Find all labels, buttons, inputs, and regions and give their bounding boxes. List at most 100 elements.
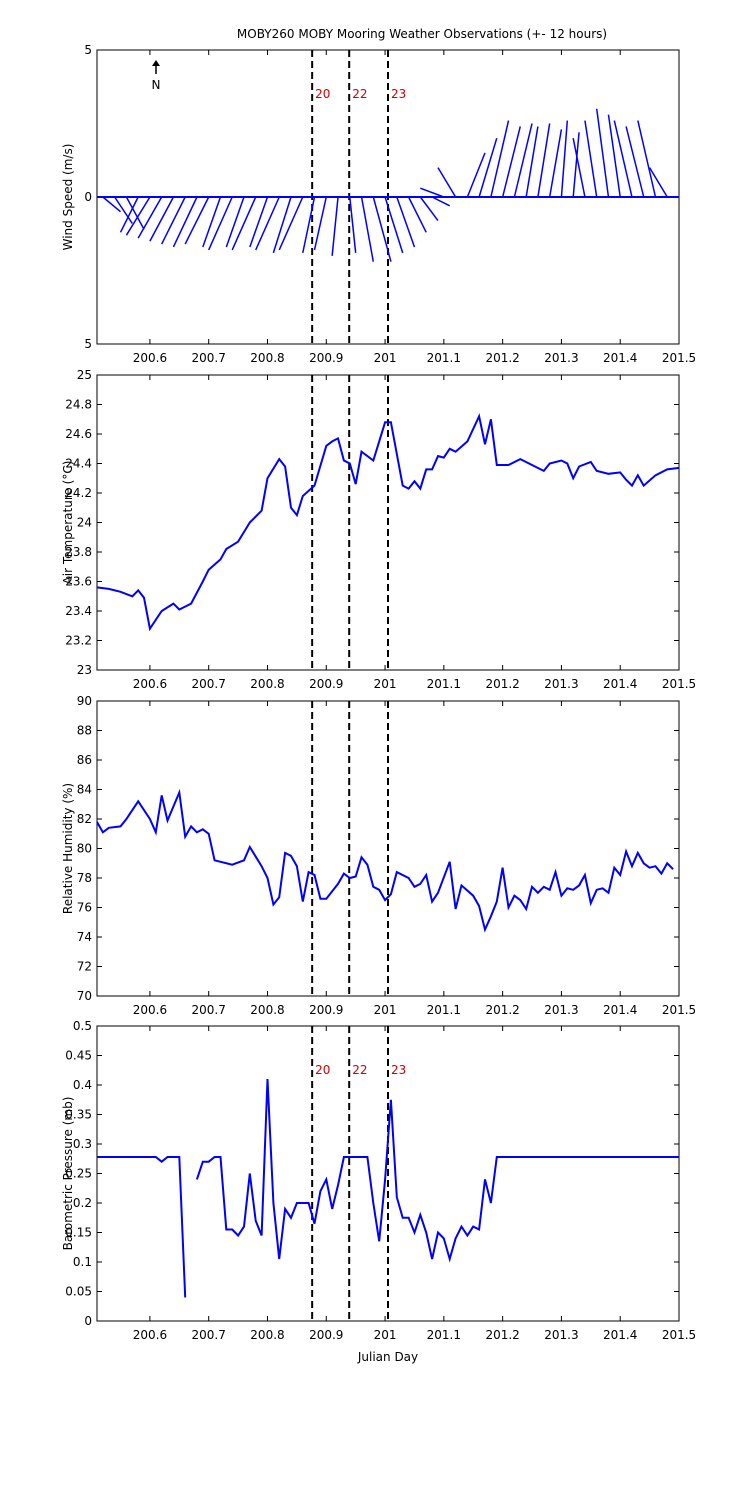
x-tick-label: 201.3 bbox=[544, 1003, 578, 1017]
y-tick-label: 24.6 bbox=[65, 427, 92, 441]
x-tick-label: 200.9 bbox=[309, 351, 343, 365]
y-tick-label: 78 bbox=[77, 871, 92, 885]
wind-stick bbox=[625, 126, 645, 198]
data-line bbox=[96, 413, 680, 632]
x-tick-label: 201 bbox=[374, 677, 397, 691]
wind-stick bbox=[384, 196, 404, 254]
x-tick-label: 200.7 bbox=[192, 677, 226, 691]
wind-stick bbox=[572, 132, 580, 198]
y-tick-label: 23.4 bbox=[65, 604, 92, 618]
y-tick-label: 88 bbox=[77, 724, 92, 738]
wind-stick bbox=[255, 196, 280, 251]
x-axis-label: Julian Day bbox=[357, 1350, 418, 1364]
chart-title: MOBY260 MOBY Mooring Weather Observation… bbox=[237, 27, 607, 41]
x-tick-label: 201.4 bbox=[603, 677, 637, 691]
north-arrowhead bbox=[152, 60, 160, 66]
wind-stick bbox=[231, 196, 257, 251]
x-tick-label: 200.6 bbox=[133, 677, 167, 691]
wind-stick bbox=[119, 196, 139, 233]
x-tick-label: 201.3 bbox=[544, 1328, 578, 1342]
x-tick-label: 201.3 bbox=[544, 677, 578, 691]
y-tick-label: 23.2 bbox=[65, 634, 92, 648]
x-tick-label: 201.4 bbox=[603, 1328, 637, 1342]
y-tick-label: 25 bbox=[77, 368, 92, 382]
wind-stick bbox=[114, 196, 133, 224]
x-tick-label: 200.8 bbox=[250, 677, 284, 691]
y-tick-label: 0.25 bbox=[65, 1167, 92, 1181]
wind-stick bbox=[349, 196, 357, 253]
y-tick-label: 76 bbox=[77, 901, 92, 915]
y-tick-label: 0.4 bbox=[73, 1078, 92, 1092]
event-label: 20 bbox=[315, 1063, 330, 1077]
y-tick-label: 23.8 bbox=[65, 545, 92, 559]
y-tick-label: 0.5 bbox=[73, 1019, 92, 1033]
wind-stick bbox=[225, 196, 245, 248]
wind-stick bbox=[537, 123, 551, 198]
y-tick-label: 80 bbox=[77, 842, 92, 856]
x-tick-label: 200.7 bbox=[192, 1003, 226, 1017]
y-tick-label: 0.05 bbox=[65, 1285, 92, 1299]
y-tick-label: 84 bbox=[77, 783, 92, 797]
wind-stick bbox=[437, 167, 457, 198]
x-tick-label: 201.2 bbox=[485, 677, 519, 691]
y-tick-label: 0.3 bbox=[73, 1137, 92, 1151]
wind-stick bbox=[360, 196, 375, 262]
wind-stick bbox=[272, 196, 292, 254]
y-tick-label: 0.2 bbox=[73, 1196, 92, 1210]
wind-stick bbox=[607, 114, 621, 198]
wind-stick bbox=[407, 196, 427, 233]
wind-stick bbox=[125, 196, 151, 236]
event-label: 20 bbox=[315, 87, 330, 101]
y-tick-label: 23.6 bbox=[65, 575, 92, 589]
wind-stick bbox=[160, 196, 186, 245]
wind-stick bbox=[372, 196, 392, 262]
wind-stick bbox=[137, 196, 163, 239]
wind-stick bbox=[313, 196, 328, 251]
x-tick-label: 200.9 bbox=[309, 1328, 343, 1342]
wind-stick bbox=[125, 196, 145, 230]
x-tick-label: 201.5 bbox=[662, 351, 696, 365]
wind-stick bbox=[208, 196, 233, 251]
y-tick-label: 24.8 bbox=[65, 398, 92, 412]
x-tick-label: 200.8 bbox=[250, 1003, 284, 1017]
x-tick-label: 201.5 bbox=[662, 1003, 696, 1017]
x-tick-label: 200.7 bbox=[192, 1328, 226, 1342]
x-tick-label: 201 bbox=[374, 1003, 397, 1017]
x-tick-label: 201.5 bbox=[662, 1328, 696, 1342]
x-tick-label: 201.1 bbox=[427, 351, 461, 365]
wind-stick bbox=[572, 138, 586, 198]
y-tick-label: 74 bbox=[77, 930, 92, 944]
x-tick-label: 200.9 bbox=[309, 677, 343, 691]
x-tick-label: 201.1 bbox=[427, 1328, 461, 1342]
y-tick-label: 24.2 bbox=[65, 486, 92, 500]
y-tick-label: 24 bbox=[77, 516, 92, 530]
wind-stick bbox=[419, 196, 439, 221]
wind-stick bbox=[172, 196, 198, 248]
x-tick-label: 201.2 bbox=[485, 1328, 519, 1342]
x-tick-label: 200.7 bbox=[192, 351, 226, 365]
x-tick-label: 201 bbox=[374, 1328, 397, 1342]
x-tick-label: 200.9 bbox=[309, 1003, 343, 1017]
wind-stick bbox=[278, 196, 304, 251]
y-axis-label: Barometric Pressure (mb) bbox=[61, 1097, 75, 1251]
wind-stick bbox=[331, 196, 339, 256]
y-tick-label: 5 bbox=[84, 337, 92, 351]
wind-stick bbox=[513, 123, 533, 198]
event-label: 22 bbox=[352, 1063, 367, 1077]
wind-stick bbox=[149, 196, 175, 242]
wind-stick bbox=[490, 120, 510, 198]
wind-stick bbox=[560, 120, 569, 198]
x-tick-label: 201.2 bbox=[485, 1003, 519, 1017]
y-tick-label: 0.1 bbox=[73, 1255, 92, 1269]
north-label: N bbox=[152, 78, 161, 92]
y-tick-label: 0.45 bbox=[65, 1049, 92, 1063]
x-tick-label: 201.5 bbox=[662, 677, 696, 691]
data-line bbox=[97, 1079, 679, 1298]
wind-stick bbox=[613, 120, 633, 198]
wind-stick bbox=[102, 196, 121, 213]
y-tick-label: 82 bbox=[77, 812, 92, 826]
wind-stick bbox=[595, 108, 610, 198]
y-tick-label: 72 bbox=[77, 960, 92, 974]
x-tick-label: 201.2 bbox=[485, 351, 519, 365]
y-tick-label: 0 bbox=[84, 190, 92, 204]
